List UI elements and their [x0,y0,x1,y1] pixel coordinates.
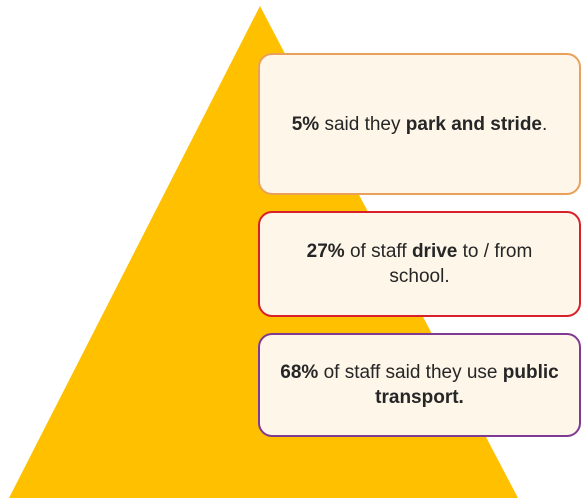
drive-emphasis: drive [411,241,458,262]
drive-text-1: of staff [344,241,412,262]
drive-text: 27% of staff drive to / from school. [274,239,565,289]
park-and-stride-emphasis: park and stride [405,113,542,135]
drive-box: 27% of staff drive to / from school. [258,211,581,317]
public-transport-percent: 68% [280,362,319,383]
park-and-stride-text-1: said they [319,113,406,135]
public-transport-text: 68% of staff said they use public transp… [274,360,565,410]
park-and-stride-text: 5% said they park and stride. [292,112,548,137]
park-and-stride-text-2: . [542,113,548,135]
park-and-stride-box: 5% said they park and stride. [258,53,581,195]
public-transport-text-1: of staff said they use [318,362,503,383]
drive-text-2: to / from school. [389,241,533,287]
public-transport-emphasis: public transport. [375,362,559,408]
public-transport-box: 68% of staff said they use public transp… [258,333,581,437]
park-and-stride-percent: 5% [291,113,320,135]
drive-percent: 27% [306,241,345,262]
